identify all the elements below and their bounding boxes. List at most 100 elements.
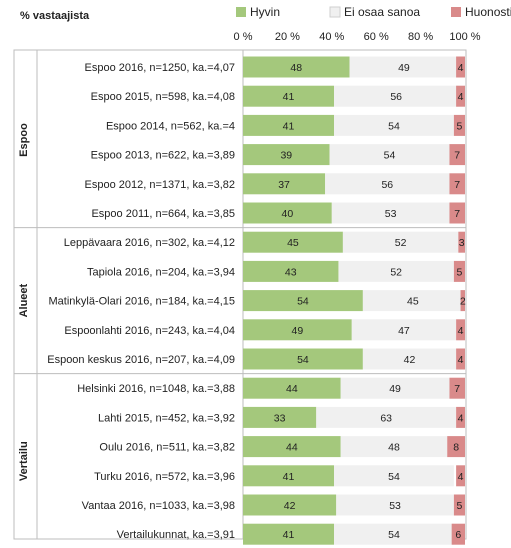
bar-row: Turku 2016, n=572, ka.=3,96 41 54 4 — [94, 465, 465, 487]
bar-segment — [243, 85, 335, 107]
bar-value-label: 4 — [458, 325, 464, 337]
bar-segment — [243, 406, 317, 428]
bar-value-label: 54 — [388, 529, 400, 541]
x-axis: 0 % 20 % 40 % 60 % 80 % 100 % — [234, 31, 481, 43]
bar-value-label: 33 — [274, 412, 286, 424]
bar-row: Espoo 2011, n=664, ka.=3,85 40 53 7 — [91, 202, 465, 224]
bar-segment — [329, 144, 450, 166]
x-tick-label: 80 % — [408, 31, 433, 43]
x-tick-label: 40 % — [319, 31, 344, 43]
bar-segment — [243, 436, 341, 458]
bar-row: Vantaa 2016, n=1033, ka.=3,98 42 53 5 — [82, 494, 465, 516]
category-label: Lahti 2015, n=452, ka.=3,92 — [98, 412, 235, 424]
bar-segment — [362, 348, 457, 370]
bar-segment — [243, 465, 335, 487]
bar-segment — [243, 260, 339, 282]
bar-row: Espoo 2013, n=622, ka.=3,89 39 54 7 — [91, 144, 465, 166]
bar-value-label: 56 — [381, 179, 393, 191]
bar-segment — [243, 56, 350, 78]
x-tick-label: 100 % — [449, 31, 480, 43]
bar-segment — [351, 319, 457, 341]
bar-segment — [342, 231, 459, 253]
bar-segment — [334, 523, 454, 545]
bar-segment — [449, 377, 465, 399]
bar-value-label: 54 — [297, 296, 309, 308]
bar-row: Helsinki 2016, n=1048, ka.=3,88 44 49 7 — [77, 377, 465, 399]
bar-row: Tapiola 2016, n=204, ka.=3,94 43 52 5 — [87, 260, 465, 282]
bar-value-label: 3 — [459, 237, 465, 249]
group-label: Espoo — [18, 123, 30, 157]
category-label: Espoonlahti 2016, n=243, ka.=4,04 — [64, 325, 235, 337]
bar-value-label: 5 — [457, 120, 463, 132]
bar-segment — [243, 231, 343, 253]
bar-value-label: 45 — [407, 296, 419, 308]
bar-segment — [325, 173, 450, 195]
bar-segment — [243, 202, 332, 224]
bar-value-label: 45 — [287, 237, 299, 249]
bar-value-label: 41 — [283, 529, 295, 541]
bar-value-label: 54 — [388, 471, 400, 483]
bar-value-label: 6 — [455, 529, 461, 541]
category-label: Tapiola 2016, n=204, ka.=3,94 — [87, 266, 235, 278]
bar-value-label: 7 — [454, 150, 460, 162]
bar-value-label: 8 — [453, 442, 459, 454]
bar-value-label: 49 — [292, 325, 304, 337]
bar-segment — [456, 85, 465, 107]
category-label: Espoo 2011, n=664, ka.=3,85 — [91, 208, 235, 220]
bar-segment — [243, 144, 330, 166]
bar-segment — [451, 523, 465, 545]
bar-segment — [456, 348, 465, 370]
bar-row: Oulu 2016, n=511, ka.=3,82 44 48 8 — [99, 436, 465, 458]
bar-segment — [362, 290, 463, 312]
bar-value-label: 44 — [286, 442, 298, 454]
bar-segment — [460, 290, 465, 312]
bar-value-label: 4 — [458, 412, 464, 424]
bar-value-label: 52 — [395, 237, 407, 249]
bar-segment — [456, 319, 465, 341]
bar-value-label: 49 — [389, 383, 401, 395]
bar-segment — [316, 406, 457, 428]
category-label: Espoo 2012, n=1371, ka.=3,82 — [85, 179, 235, 191]
bar-segment — [243, 523, 335, 545]
category-label: Helsinki 2016, n=1048, ka.=3,88 — [77, 383, 235, 395]
category-label: Espoo 2016, n=1250, ka.=4,07 — [85, 62, 235, 74]
bar-value-label: 53 — [389, 500, 401, 512]
category-label: Oulu 2016, n=511, ka.=3,82 — [99, 442, 235, 454]
bar-row: Matinkylä-Olari 2016, n=184, ka.=4,15 54 4… — [48, 290, 466, 312]
category-label: Espoo 2013, n=622, ka.=3,89 — [91, 150, 235, 162]
bar-value-label: 56 — [390, 91, 402, 103]
bar-value-label: 40 — [282, 208, 294, 220]
group-labels: Espoo Alueet Vertailu — [14, 123, 466, 481]
legend-swatch — [329, 6, 341, 18]
bar-value-label: 48 — [290, 62, 302, 74]
bar-row: Espoo 2014, n=562, ka.=4 41 54 5 — [106, 114, 465, 136]
legend-swatch — [451, 7, 461, 17]
bar-segment — [336, 494, 454, 516]
bar-row: Lahti 2015, n=452, ka.=3,92 33 63 4 — [98, 406, 465, 428]
bar-segment — [449, 144, 465, 166]
bar-value-label: 4 — [458, 62, 464, 74]
group-label: Vertailu — [18, 441, 30, 481]
category-label: Vantaa 2016, n=1033, ka.=3,98 — [82, 500, 235, 512]
chart-title: % vastaajista — [20, 10, 90, 22]
bar-segment — [340, 436, 448, 458]
bar-segment — [338, 260, 454, 282]
bar-row: Espoo 2015, n=598, ka.=4,08 41 56 4 — [91, 85, 465, 107]
bar-value-label: 7 — [454, 208, 460, 220]
bar-value-label: 48 — [388, 442, 400, 454]
bar-row: Leppävaara 2016, n=302, ka.=4,12 45 52 3 — [64, 231, 465, 253]
bar-row: Espoo 2016, n=1250, ka.=4,07 48 49 4 — [85, 56, 465, 78]
bar-value-label: 2 — [460, 296, 466, 308]
bar-value-label: 7 — [454, 179, 460, 191]
x-tick-label: 0 % — [234, 31, 253, 43]
bar-value-label: 41 — [283, 91, 295, 103]
bar-value-label: 37 — [278, 179, 290, 191]
bar-value-label: 5 — [457, 266, 463, 278]
bar-value-label: 42 — [284, 500, 296, 512]
bar-segment — [458, 231, 465, 253]
bar-row: Vertailukunnat, ka.=3,91 41 54 6 — [117, 523, 465, 545]
legend: Hyvin Ei osaa sanoa Huonosti — [236, 5, 511, 19]
bar-segment — [243, 173, 326, 195]
